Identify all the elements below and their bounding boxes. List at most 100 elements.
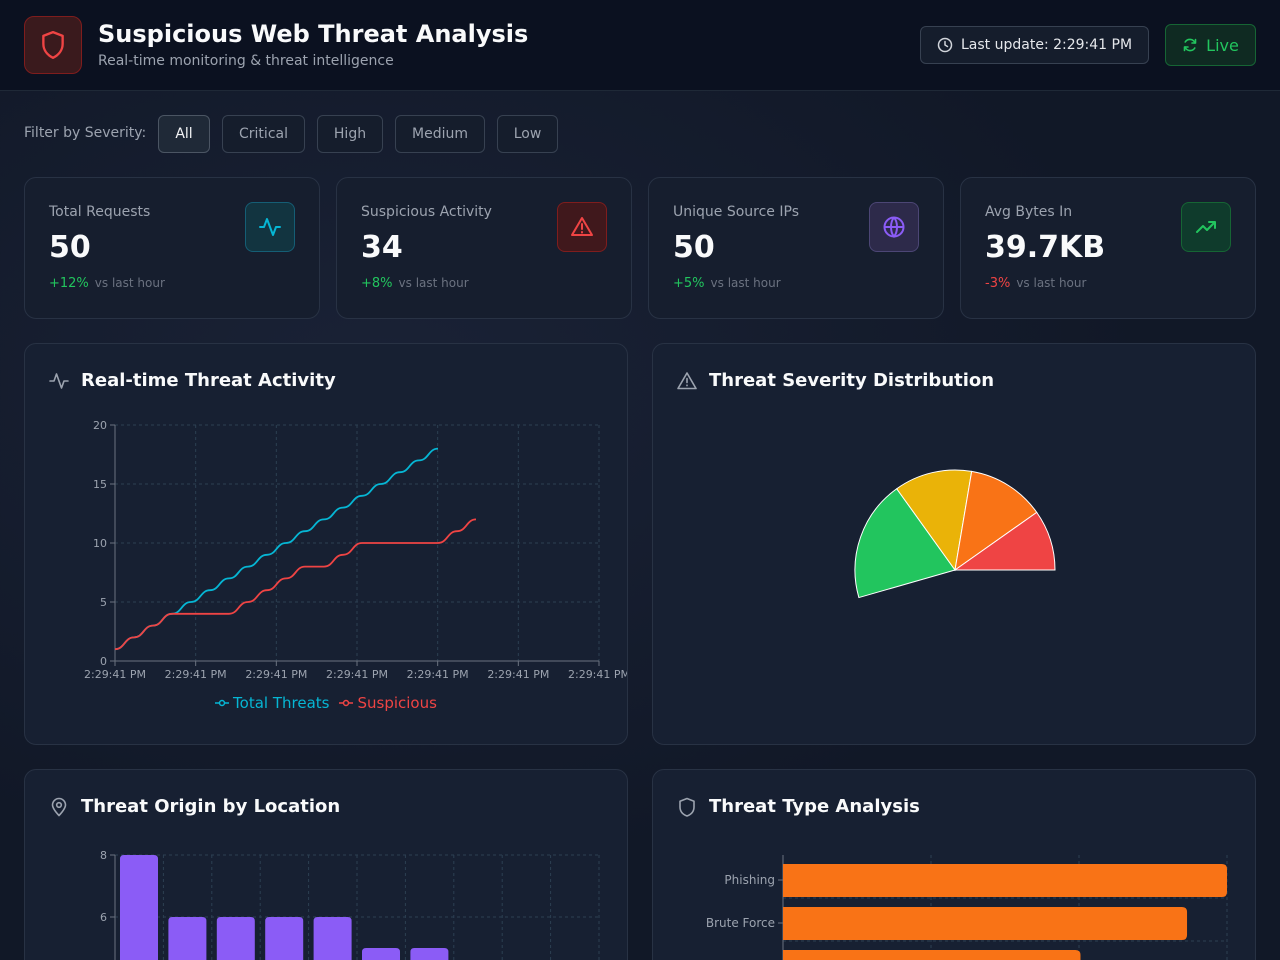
activity-icon: [245, 202, 295, 252]
filter-critical-button[interactable]: Critical: [222, 115, 305, 153]
panel-title: Real-time Threat Activity: [81, 370, 336, 391]
y-tick-label: Brute Force: [706, 916, 775, 930]
trending-up-icon: [1181, 202, 1231, 252]
pie-slice-low: [854, 488, 956, 599]
threat-type-bar: [783, 950, 1081, 960]
x-tick-label: 2:29:41 PM: [165, 668, 227, 681]
legend-item-total[interactable]: Total Threats: [215, 694, 329, 712]
threat-origin-chart: 68: [100, 849, 600, 960]
chart-grid: [115, 854, 600, 960]
filter-medium-button[interactable]: Medium: [395, 115, 485, 153]
stat-value: 50: [673, 230, 715, 265]
x-tick-label: 2:29:41 PM: [245, 668, 307, 681]
stat-change-value: +8%: [361, 276, 393, 291]
x-tick-label: 2:29:41 PM: [326, 668, 388, 681]
pie-slice-critical: [953, 511, 1056, 571]
location-bar: [168, 917, 207, 960]
location-bar: [410, 948, 449, 960]
page-title: Suspicious Web Threat Analysis: [98, 20, 529, 48]
legend-label: Suspicious: [357, 694, 437, 712]
chart-grid: [115, 424, 600, 661]
x-tick-label: 2:29:41 PM: [407, 668, 469, 681]
stat-change-caption: vs last hour: [1016, 276, 1087, 290]
threat-activity-chart: 0 5 10 15 20 2:29:41 PM 2:29:41 PM 2:29:41 PM 2:…: [84, 419, 628, 681]
severity-pie-chart: [854, 469, 1056, 599]
stat-card-unique-source-ips: Unique Source IPs 50 +5% vs last hour: [648, 177, 944, 319]
stat-change: +5% vs last hour: [673, 276, 781, 291]
stat-change-value: -3%: [985, 276, 1011, 291]
refresh-icon: [1183, 38, 1197, 52]
alert-triangle-icon: [677, 372, 697, 390]
pie-slice-high: [954, 470, 1038, 572]
shield-logo: [24, 16, 82, 74]
panel-title: Threat Origin by Location: [81, 796, 341, 817]
severity-distribution-panel: Threat Severity Distribution: [652, 343, 1256, 745]
clock-icon: [937, 37, 953, 53]
y-tick-label: 5: [100, 596, 107, 609]
y-tick-label: 15: [93, 478, 107, 491]
stat-label: Unique Source IPs: [673, 204, 799, 220]
stat-change: +12% vs last hour: [49, 276, 165, 291]
stat-change-value: +5%: [673, 276, 705, 291]
stat-change-caption: vs last hour: [94, 276, 165, 290]
live-button[interactable]: Live: [1165, 24, 1256, 66]
stat-change-value: +12%: [49, 276, 89, 291]
location-bar: [120, 855, 158, 960]
stat-change: -3% vs last hour: [985, 276, 1086, 291]
x-tick-label: 2:29:41 PM: [487, 668, 549, 681]
stat-label: Avg Bytes In: [985, 204, 1073, 220]
location-bar: [362, 948, 400, 960]
legend-item-suspicious[interactable]: Suspicious: [339, 694, 437, 712]
x-tick-label: 2:29:41 PM: [568, 668, 628, 681]
map-pin-icon: [51, 797, 67, 817]
x-tick-label: 2:29:41 PM: [84, 668, 146, 681]
y-tick-label: 0: [100, 655, 107, 668]
y-tick-label: 6: [100, 911, 107, 924]
stat-card-suspicious-activity: Suspicious Activity 34 +8% vs last hour: [336, 177, 632, 319]
last-update-badge: Last update: 2:29:41 PM: [920, 26, 1149, 64]
stat-label: Suspicious Activity: [361, 204, 492, 220]
activity-icon: [49, 373, 69, 389]
stat-value: 39.7KB: [985, 230, 1106, 265]
chart-legend: Total Threats Suspicious: [25, 694, 627, 712]
stat-card-total-requests: Total Requests 50 +12% vs last hour: [24, 177, 320, 319]
filter-high-button[interactable]: High: [317, 115, 383, 153]
filter-all-button[interactable]: All: [158, 115, 210, 153]
filter-label: Filter by Severity:: [24, 125, 147, 141]
legend-label: Total Threats: [233, 694, 330, 712]
filter-low-button[interactable]: Low: [497, 115, 558, 153]
stat-value: 50: [49, 230, 91, 265]
app-header: Suspicious Web Threat Analysis Real-time…: [0, 0, 1280, 91]
location-bar: [313, 917, 352, 960]
stat-card-avg-bytes-in: Avg Bytes In 39.7KB -3% vs last hour: [960, 177, 1256, 319]
threat-type-bar: [783, 907, 1188, 940]
threat-type-bar: [783, 864, 1227, 897]
stat-value: 34: [361, 230, 403, 265]
pie-slice-medium: [896, 469, 973, 572]
shield-icon: [42, 30, 64, 60]
legend-marker-suspicious: [339, 699, 354, 707]
stat-change-caption: vs last hour: [710, 276, 781, 290]
y-tick-label: 10: [93, 537, 107, 550]
series-line-1: [114, 518, 477, 651]
y-tick-label: 20: [93, 419, 107, 432]
location-bar: [216, 917, 255, 960]
live-label: Live: [1206, 35, 1239, 55]
last-update-text: Last update: 2:29:41 PM: [961, 37, 1133, 53]
threat-activity-panel: Real-time Threat Activity 0 5 10 15 20 2:29:4…: [24, 343, 628, 745]
panel-title: Threat Severity Distribution: [709, 370, 995, 391]
page-subtitle: Real-time monitoring & threat intelligen…: [98, 53, 394, 69]
alert-triangle-icon: [557, 202, 607, 252]
location-bar: [265, 917, 304, 960]
y-tick-label: Phishing: [724, 873, 775, 887]
shield-icon: [679, 797, 695, 817]
stat-change: +8% vs last hour: [361, 276, 469, 291]
panel-title: Threat Type Analysis: [709, 796, 920, 817]
globe-icon: [869, 202, 919, 252]
stat-label: Total Requests: [49, 204, 151, 220]
stat-change-caption: vs last hour: [398, 276, 469, 290]
legend-marker-total: [215, 699, 230, 707]
threat-type-panel: Threat Type Analysis Phishing Brute Force…: [652, 769, 1256, 960]
